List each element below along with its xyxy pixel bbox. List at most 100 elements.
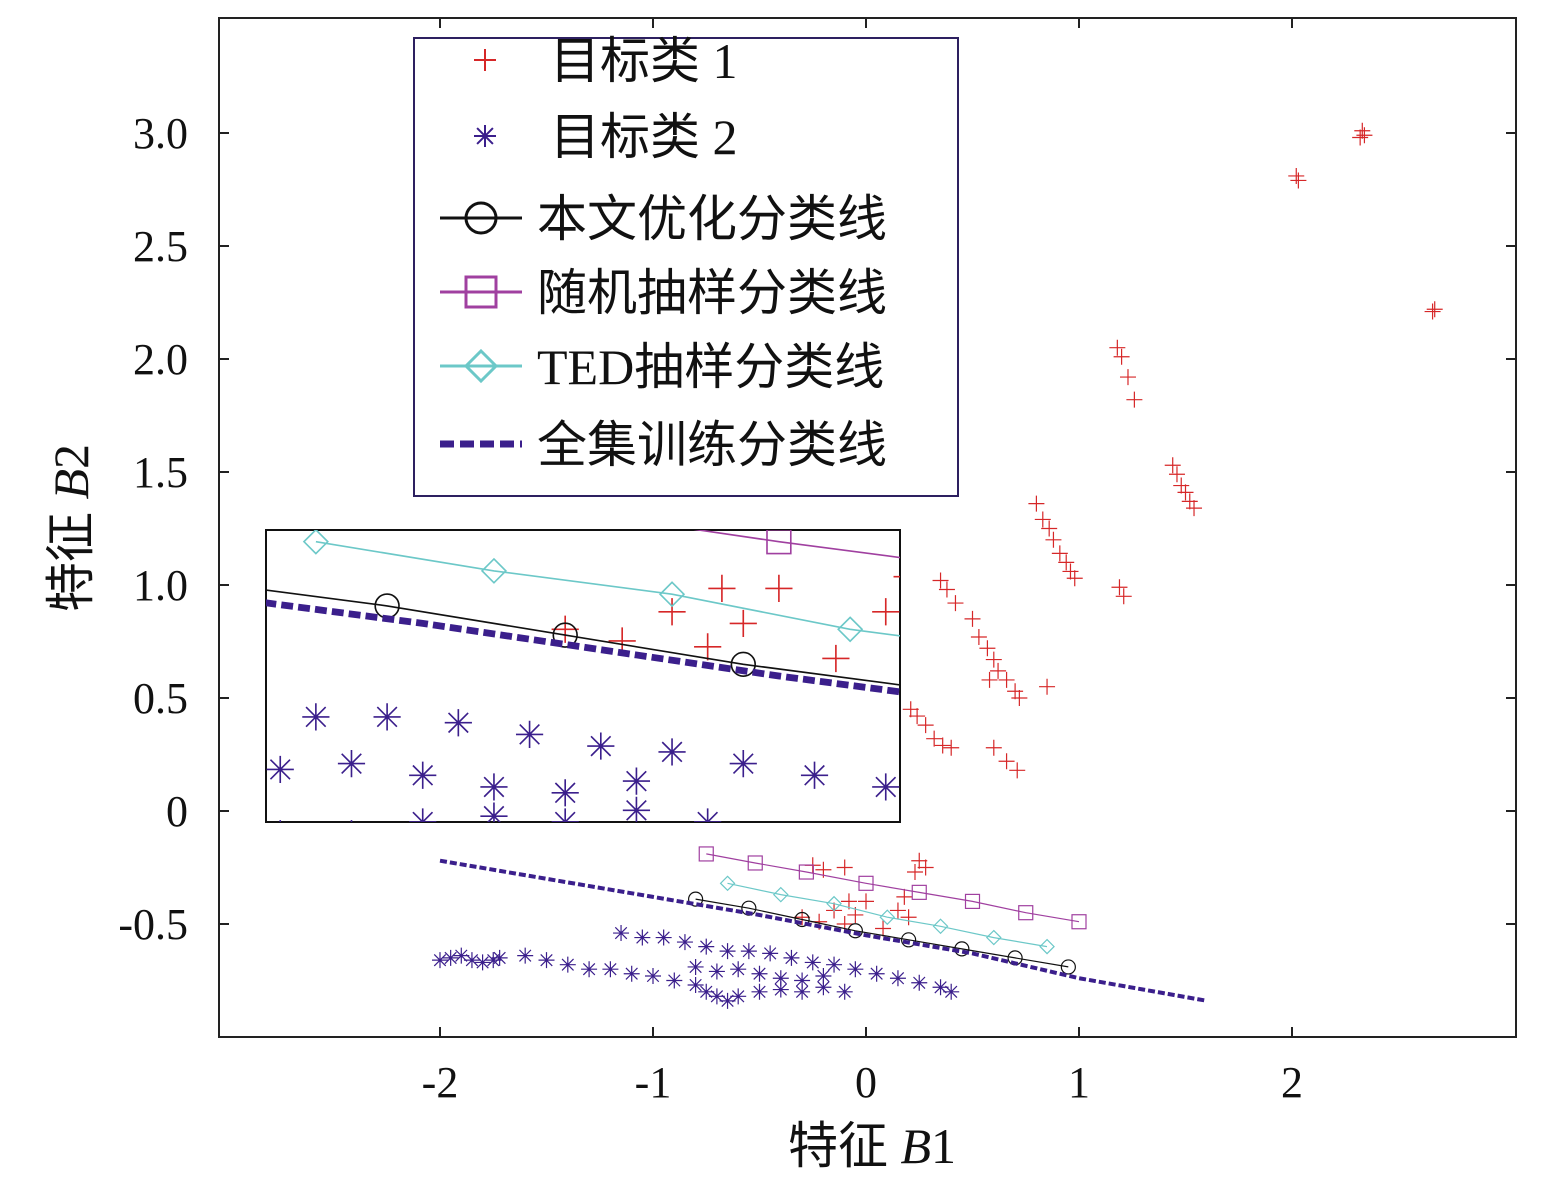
- class1-point: [1164, 457, 1181, 474]
- class2-point: [373, 703, 401, 731]
- class2-point: [698, 983, 715, 1000]
- class1-point: [985, 739, 1002, 756]
- class1-point: [934, 737, 951, 754]
- inset-plot-area: [17, 2, 1468, 835]
- class2-point: [124, 779, 151, 806]
- class1-point: [906, 864, 923, 881]
- class2-point: [804, 954, 821, 971]
- random-line: [706, 853, 1080, 923]
- class1-point: [1424, 303, 1441, 320]
- class1-point: [943, 739, 960, 756]
- y-tick-label: 0.5: [133, 674, 188, 723]
- class2-point: [708, 988, 725, 1005]
- class2-point: [687, 958, 704, 975]
- class1-point: [1045, 531, 1062, 548]
- class2-point: [868, 965, 885, 982]
- random-line-marker: [858, 875, 874, 891]
- class1-point: [985, 651, 1002, 668]
- class2-point: [302, 703, 330, 731]
- class1-point: [1290, 172, 1307, 189]
- class2-point: [772, 970, 789, 987]
- class2-point: [480, 773, 508, 801]
- optimized-line-marker: [464, 201, 498, 235]
- optimized-line-marker: [1444, 746, 1468, 770]
- class1-point: [1039, 678, 1056, 695]
- class2-point: [751, 965, 768, 982]
- class2-point: [666, 972, 683, 989]
- x-axis-label: 特征 B1: [788, 1118, 956, 1174]
- optimized-line-marker: [909, 676, 933, 700]
- random-line-marker: [568, 501, 592, 525]
- random-line-marker: [747, 855, 763, 871]
- class2-point: [409, 761, 437, 789]
- optimized-line-marker: [552, 622, 578, 648]
- class2-point: [581, 961, 598, 978]
- class1-point: [1115, 588, 1132, 605]
- class2-point: [872, 773, 900, 801]
- class2-point: [622, 767, 651, 795]
- class2-point: [772, 981, 789, 998]
- class1-point: [1022, 172, 1049, 199]
- class1-point: [1066, 570, 1083, 587]
- random-line-marker: [464, 275, 498, 309]
- class2-point: [279, 820, 282, 822]
- class1-point: [981, 671, 998, 688]
- class2-point: [480, 802, 508, 822]
- legend-label: 随机抽样分类线: [537, 265, 887, 321]
- ted-line: [315, 540, 900, 637]
- class2-point: [815, 979, 832, 996]
- class2-point: [485, 952, 502, 969]
- class2-point: [708, 963, 725, 980]
- class2-point: [836, 983, 853, 1000]
- plot-frame: [218, 17, 1517, 1038]
- class2-point: [442, 949, 459, 966]
- random-line-marker: [1071, 914, 1087, 930]
- class2-point: [587, 732, 615, 760]
- y-tick-label: 0: [166, 787, 188, 836]
- ted-line-marker: [463, 348, 499, 384]
- class2-point: [474, 125, 496, 147]
- class1-point: [1126, 391, 1143, 408]
- class1-point: [889, 902, 906, 919]
- class1-point: [896, 888, 913, 905]
- x-tick-label: 0: [855, 1058, 877, 1107]
- random-line-marker: [798, 864, 814, 880]
- class2-point: [932, 979, 949, 996]
- class2-point: [800, 761, 829, 789]
- y-tick-label: 1.0: [133, 561, 188, 610]
- optimized-line-marker: [687, 891, 704, 907]
- class2-point: [515, 720, 544, 748]
- class2-point: [719, 992, 736, 1009]
- class1-point: [947, 595, 964, 612]
- ted-line-marker: [1016, 641, 1040, 665]
- ted-line-marker: [1039, 938, 1055, 955]
- class1-point: [1007, 683, 1024, 700]
- x-tick-label: 1: [1068, 1058, 1090, 1107]
- class1-point: [1235, 213, 1262, 240]
- class1-point: [1041, 520, 1058, 537]
- random-line-marker: [1301, 606, 1325, 630]
- class2-point: [89, 668, 116, 695]
- class2-point: [623, 965, 640, 982]
- class1-point: [998, 753, 1015, 770]
- class2-point: [337, 750, 366, 778]
- class1-point: [872, 598, 900, 626]
- ted-line-marker: [1373, 693, 1397, 717]
- class2-point: [17, 668, 44, 695]
- random-line: [693, 530, 900, 559]
- class2-point: [1050, 808, 1077, 835]
- y-tick-label: 3.0: [133, 109, 188, 158]
- ted-line-marker: [837, 616, 864, 643]
- class1-point: [1235, 2, 1262, 29]
- class2-point: [517, 947, 534, 964]
- class1-point: [938, 581, 955, 598]
- legend-label: 本文优化分类线: [537, 191, 887, 247]
- main-plot-area: [432, 122, 1443, 1009]
- class2-point: [491, 949, 508, 966]
- full-line: [439, 858, 1208, 1003]
- class1-point: [929, 499, 956, 526]
- class1-point: [926, 730, 943, 747]
- optimized-line-marker: [794, 911, 810, 928]
- class1-point: [1278, 49, 1305, 76]
